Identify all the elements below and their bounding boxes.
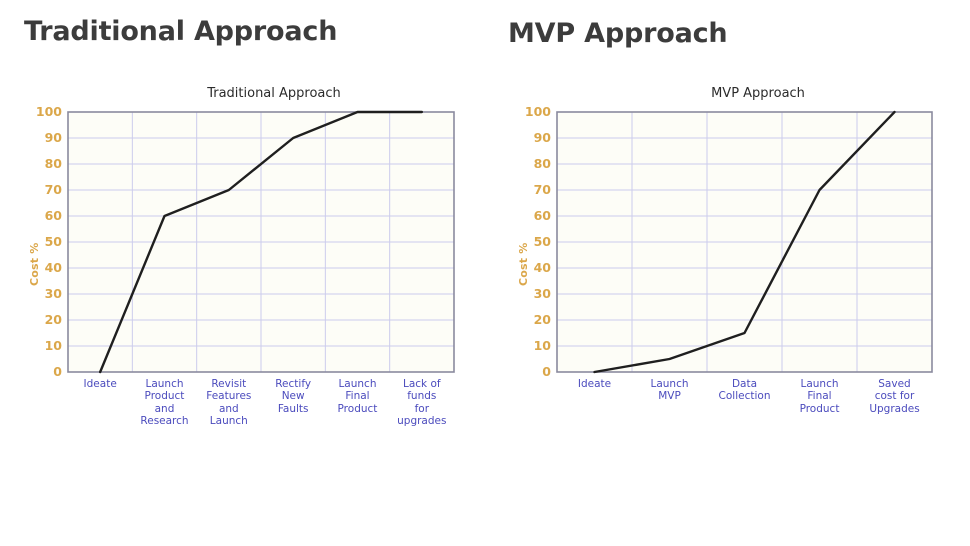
y-axis-ticks-mvp: 0 10 20 30 40 50 60 70 80 90 100	[521, 105, 551, 377]
x-category-label: Saved cost for Upgrades	[869, 378, 920, 415]
y-tick-label: 90	[533, 129, 551, 145]
y-tick-label: 70	[44, 181, 62, 197]
y-tick-label: 80	[533, 155, 551, 171]
x-category-label: Lack of funds for upgrades	[397, 378, 447, 428]
chart-title-mvp: MVP Approach	[711, 86, 805, 101]
y-tick-label: 20	[44, 311, 62, 327]
plot-area-traditional	[67, 110, 455, 374]
x-axis-labels-mvp: Ideate Launch MVP Data Collection Launch Fi…	[557, 378, 932, 415]
y-tick-label: 60	[44, 207, 62, 223]
x-category-label: Launch MVP	[650, 378, 689, 403]
y-tick-label: 70	[533, 181, 551, 197]
x-category-label: Revisit Features and Launch	[206, 378, 252, 428]
y-tick-label: 20	[533, 311, 551, 327]
y-tick-label: 80	[44, 155, 62, 171]
chart-mvp-approach: MVP Approach Cost % 0 10 20 30 40 50 60 70 80 90 1…	[500, 86, 960, 456]
y-tick-label: 100	[35, 103, 62, 119]
y-tick-label: 90	[44, 129, 62, 145]
y-tick-label: 0	[542, 363, 551, 379]
y-tick-label: 10	[44, 337, 62, 353]
chart-title-traditional: Traditional Approach	[207, 86, 341, 101]
y-tick-label: 30	[533, 285, 551, 301]
x-category-label: Launch Final Product	[799, 378, 840, 415]
plot-area-mvp	[556, 110, 933, 374]
y-tick-label: 30	[44, 285, 62, 301]
y-tick-label: 100	[524, 103, 551, 119]
y-tick-label: 50	[533, 233, 551, 249]
y-tick-label: 40	[533, 259, 551, 275]
y-axis-ticks-traditional: 0 10 20 30 40 50 60 70 80 90 100	[32, 105, 62, 377]
y-tick-label: 60	[533, 207, 551, 223]
heading-traditional-approach: Traditional Approach	[24, 16, 338, 47]
y-tick-label: 40	[44, 259, 62, 275]
x-category-label: Launch Product and Research	[140, 378, 189, 428]
x-axis-labels-traditional: Ideate Launch Product and Research Revisit…	[68, 378, 454, 428]
x-category-label: Ideate	[83, 378, 117, 390]
x-category-label: Ideate	[577, 378, 612, 390]
chart-traditional-approach: Traditional Approach Cost % 0 10 20 30 40 50 6…	[14, 86, 474, 456]
x-category-label: Launch Final Product	[337, 378, 378, 415]
heading-mvp-approach: MVP Approach	[508, 18, 728, 49]
y-tick-label: 50	[44, 233, 62, 249]
x-category-label: Data Collection	[718, 378, 771, 403]
y-tick-label: 0	[53, 363, 62, 379]
y-tick-label: 10	[533, 337, 551, 353]
x-category-label: Rectify New Faults	[275, 378, 312, 415]
